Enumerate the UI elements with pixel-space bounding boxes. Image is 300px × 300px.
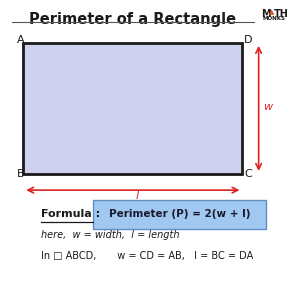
Text: w = CD = AB,   l = BC = DA: w = CD = AB, l = BC = DA	[111, 250, 253, 260]
Text: MONKS: MONKS	[262, 16, 285, 21]
Text: Perimeter (P) = 2(w + l): Perimeter (P) = 2(w + l)	[109, 209, 250, 219]
Text: Formula :: Formula :	[41, 209, 104, 219]
Text: l: l	[136, 191, 139, 201]
Text: here,  w = width,  l = length: here, w = width, l = length	[41, 230, 180, 240]
Text: C: C	[244, 169, 252, 179]
FancyBboxPatch shape	[23, 43, 242, 174]
Text: w: w	[263, 102, 272, 112]
Text: M: M	[262, 9, 271, 19]
FancyBboxPatch shape	[93, 200, 266, 230]
Text: In □ ABCD,: In □ ABCD,	[41, 250, 97, 260]
Text: ▲: ▲	[269, 9, 274, 15]
Text: D: D	[244, 35, 253, 45]
Text: Perimeter of a Rectangle: Perimeter of a Rectangle	[29, 12, 236, 27]
Text: B: B	[16, 169, 24, 179]
Text: TH: TH	[274, 9, 288, 19]
Text: A: A	[16, 35, 24, 45]
